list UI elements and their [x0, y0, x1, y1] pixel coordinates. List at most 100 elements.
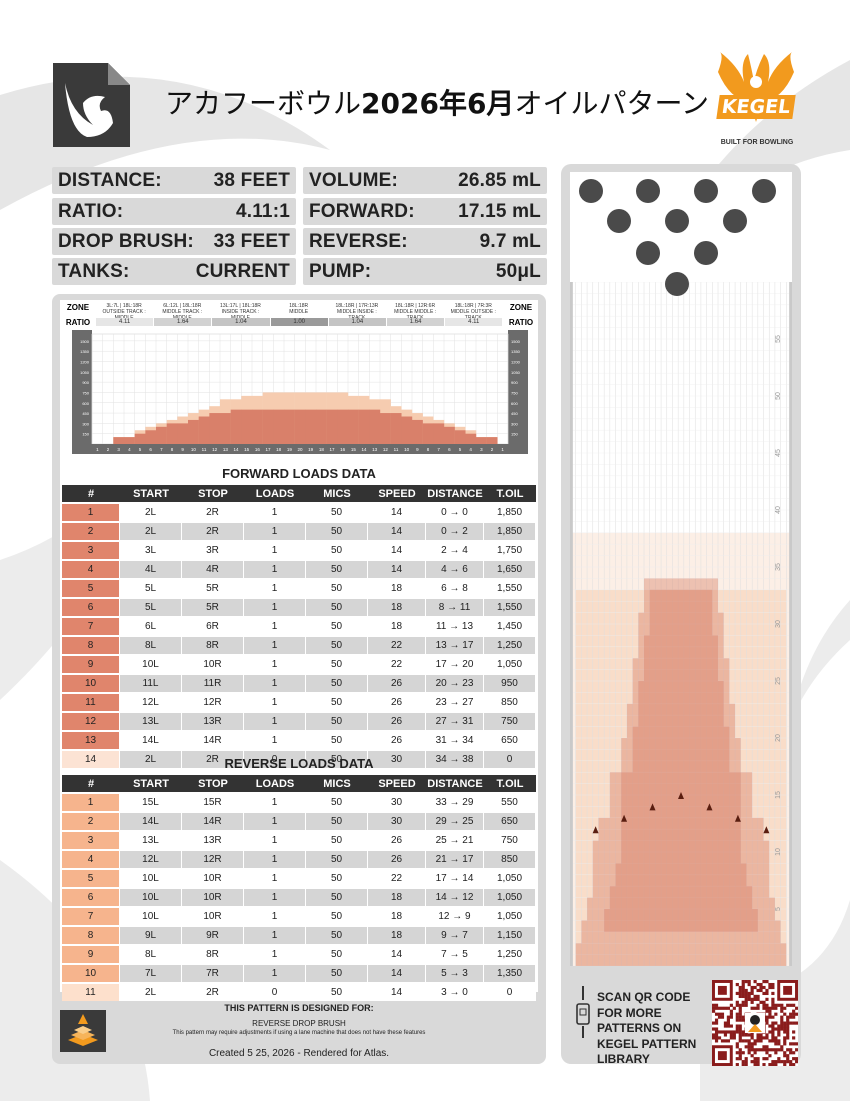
table-cell: 1,650: [484, 561, 536, 578]
table-cell: 33 → 29: [426, 794, 484, 811]
board-label: 16: [340, 447, 346, 452]
zone-label-right: ZONE: [509, 303, 533, 312]
table-cell: 1: [244, 713, 306, 730]
y-tick-right: 1200: [511, 360, 521, 365]
column-header: #: [87, 487, 95, 500]
table-cell: 25 → 21: [426, 832, 484, 849]
table-cell: 18: [368, 927, 426, 944]
feet-label: 15: [775, 791, 782, 799]
table-cell: 2: [62, 813, 120, 830]
table-cell: 31 → 34: [426, 732, 484, 749]
column-header: MICS: [323, 777, 351, 790]
y-tick-left: 600: [82, 401, 89, 406]
zone-ratio-value: 4.11: [96, 318, 154, 326]
table-cell: 50: [306, 794, 368, 811]
table-cell: 2L: [120, 523, 182, 540]
table-cell: 9 → 7: [426, 927, 484, 944]
oil-bar: [134, 433, 146, 444]
oil-load-block: [621, 829, 741, 864]
table-cell: 14 → 12: [426, 889, 484, 906]
target-arrow-icon: [706, 803, 713, 811]
zone-header-4: 18L:18R MIDDLE: [271, 303, 327, 315]
designed-for-note: This pattern may require adjustments if …: [172, 1030, 426, 1036]
zone-boards: 18L:18R | 7R:3R: [454, 303, 492, 309]
oil-load-block: [587, 897, 775, 921]
table-cell: 1,850: [484, 523, 536, 540]
target-arrow-icon: [763, 826, 770, 834]
ratio-label-right: RATIO: [508, 318, 534, 327]
table-cell: 14R: [182, 732, 244, 749]
oil-bar: [358, 409, 370, 444]
oil-load-block: [615, 863, 747, 887]
stat-forward: FORWARD: 17.15 mL: [303, 198, 547, 225]
oil-bar: [476, 437, 487, 444]
oil-bar: [156, 426, 167, 444]
table-cell: 1,550: [484, 599, 536, 616]
table-cell: 5R: [182, 580, 244, 597]
oil-bar: [412, 419, 423, 444]
table-cell: 11 → 13: [426, 618, 484, 635]
table-cell: 1: [244, 794, 306, 811]
zone-name: MIDDLE: [289, 309, 309, 315]
bowling-pin: [752, 179, 776, 203]
oil-bar: [284, 409, 295, 444]
table-row: 5 10L 10R 1 50 22 17 → 14 1,050: [62, 870, 536, 887]
table-cell: 1: [244, 870, 306, 887]
table-cell: 18: [368, 908, 426, 925]
table-cell: 30: [368, 813, 426, 830]
table-cell: 2R: [182, 523, 244, 540]
feet-label: 45: [775, 449, 782, 457]
zone-boards: 18L:18R | 17R:13R: [335, 303, 379, 309]
oil-load-block: [644, 578, 718, 613]
board-label: 12: [212, 447, 218, 452]
board-label: 15: [244, 447, 250, 452]
table-cell: 13R: [182, 713, 244, 730]
oil-load-block: [626, 703, 736, 738]
table-cell: 14: [368, 946, 426, 963]
table-cell: 13L: [120, 832, 182, 849]
y-tick-right: 1350: [511, 349, 521, 354]
table-cell: 750: [484, 832, 536, 849]
zone-boards: 18L:18R | 12R:6R: [395, 303, 436, 309]
qr-caption: SCAN QR CODE FOR MORE PATTERNS ON KEGEL …: [597, 990, 697, 1066]
table-cell: 18: [368, 580, 426, 597]
oil-load-block: [581, 920, 781, 944]
column-header: DISTANCE: [427, 777, 483, 790]
table-cell: 7: [62, 618, 120, 635]
y-tick-left: 750: [82, 390, 89, 395]
lane-oil-graphic: 55 50 45 40 35 30 25 20 15 10 5: [570, 282, 792, 966]
table-cell: 18: [368, 889, 426, 906]
y-tick-right: 1500: [511, 339, 521, 344]
qr-code[interactable]: [712, 980, 798, 1066]
table-cell: 2L: [120, 984, 182, 1001]
table-cell: 1: [244, 561, 306, 578]
table-cell: 550: [484, 794, 536, 811]
board-label: 4: [128, 447, 131, 452]
table-cell: 22: [368, 637, 426, 654]
bowling-pin: [665, 209, 689, 233]
bowling-pin: [694, 179, 718, 203]
oil-bar: [252, 409, 263, 444]
table-cell: 10L: [120, 656, 182, 673]
table-cell: 10L: [120, 908, 182, 925]
table-cell: 1: [244, 637, 306, 654]
table-row: 2 2L 2R 1 50 14 0 → 2 1,850: [62, 523, 536, 540]
table-cell: 3 → 0: [426, 984, 484, 1001]
table-cell: 1: [244, 694, 306, 711]
board-label: 20: [297, 447, 303, 452]
table-cell: 14R: [182, 813, 244, 830]
table-cell: 50: [306, 813, 368, 830]
table-cell: 6 → 8: [426, 580, 484, 597]
table-cell: 1: [244, 599, 306, 616]
oil-load-block: [604, 909, 758, 932]
oil-bar: [113, 437, 125, 444]
table-row: 9 10L 10R 1 50 22 17 → 20 1,050: [62, 656, 536, 673]
table-cell: 11R: [182, 675, 244, 692]
kegel-wordmark: KEGEL: [716, 95, 796, 119]
oil-bar: [422, 423, 434, 444]
table-cell: 3R: [182, 542, 244, 559]
table-cell: 8: [62, 927, 120, 944]
table-cell: 50: [306, 832, 368, 849]
table-cell: 0: [484, 751, 536, 768]
zone-ratio-value: 1.64: [387, 318, 445, 326]
